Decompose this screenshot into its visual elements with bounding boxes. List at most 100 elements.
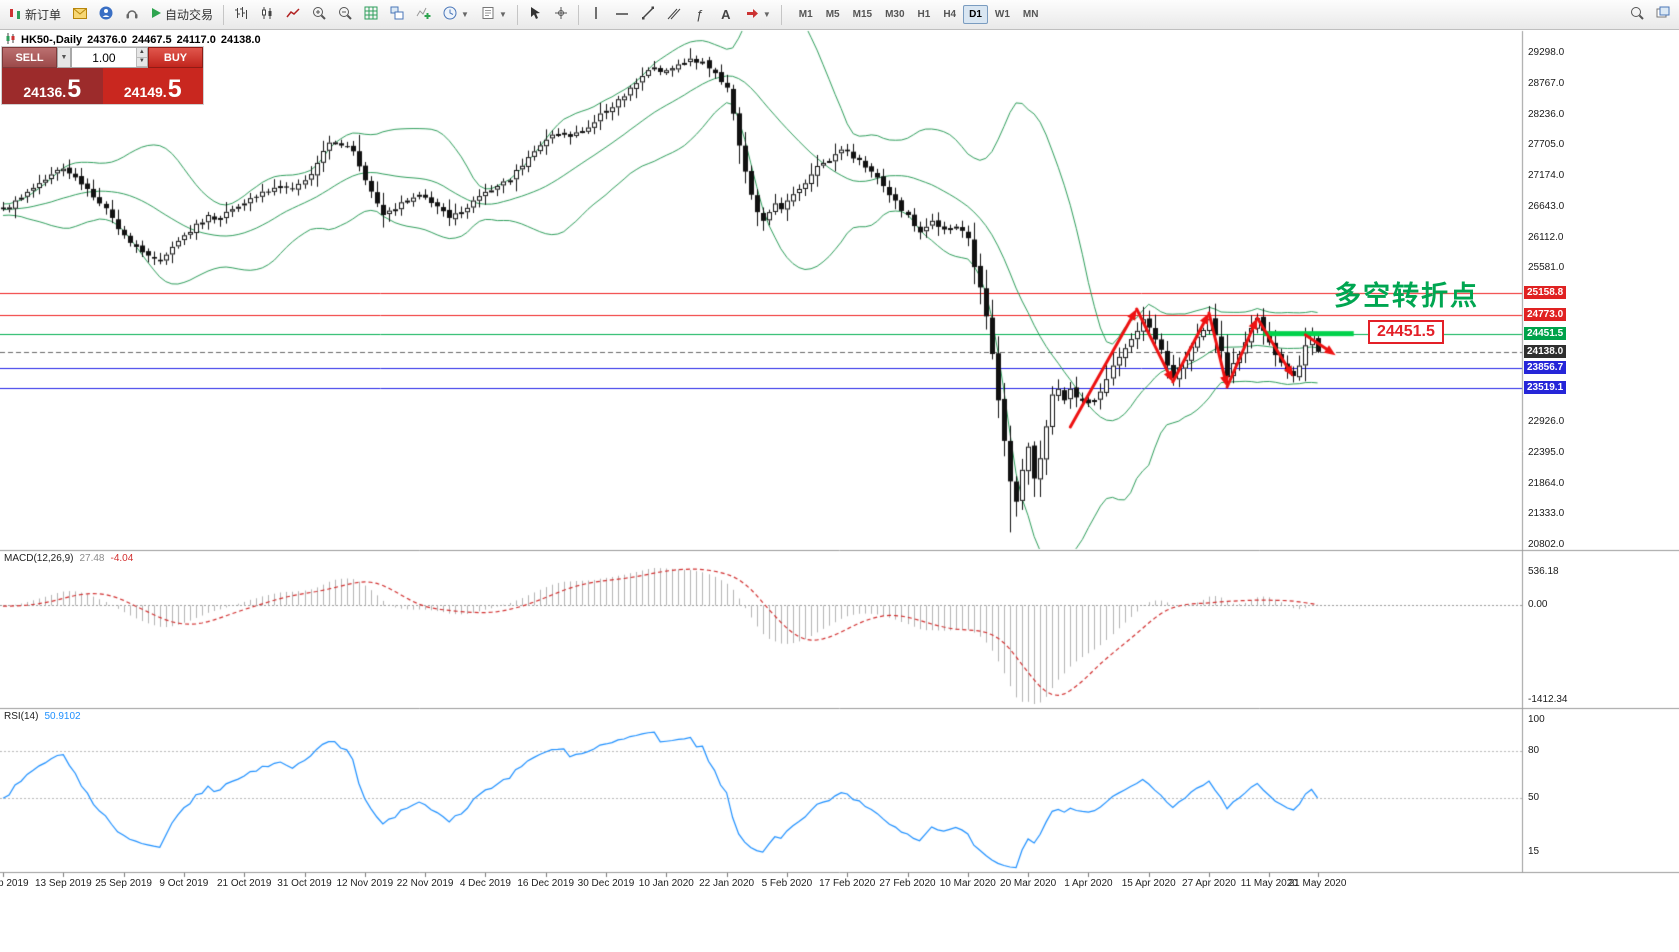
arrow-shape-icon (745, 6, 759, 23)
candlestick-icon (9, 7, 22, 23)
volume-up-button[interactable]: ▲ (136, 48, 147, 58)
rsi-value: 50.9102 (44, 711, 81, 722)
tile-windows-icon (390, 6, 404, 23)
ohlc-close: 24138.0 (220, 34, 261, 46)
headset-icon (125, 7, 139, 23)
volume-field: ▲ ▼ (71, 47, 148, 68)
search-icon (1630, 6, 1644, 23)
auto-trading-button[interactable]: 自动交易 (146, 3, 218, 27)
cursor-button[interactable] (523, 3, 547, 27)
symbol-period-label: HK50-,Daily (21, 34, 83, 46)
toolbar-separator (516, 4, 518, 25)
candle-chart-icon (260, 6, 274, 23)
zoom-out-button[interactable] (333, 3, 357, 27)
trendline-button[interactable] (636, 3, 660, 27)
clock-icon (443, 6, 457, 23)
indicators-icon (416, 6, 431, 23)
crosshair-icon (554, 6, 568, 23)
trendline-icon (641, 6, 655, 23)
zoom-in-icon (312, 6, 326, 23)
fibonacci-button[interactable]: ƒ (688, 3, 712, 27)
timeframe-button-W1[interactable]: W1 (989, 5, 1016, 24)
timeframe-button-H4[interactable]: H4 (937, 5, 962, 24)
volume-down-button[interactable]: ▼ (136, 57, 147, 67)
chevron-down-icon: ▼ (461, 10, 469, 19)
chevron-up-icon: ▲ (138, 48, 145, 55)
macd-label: MACD(12,26,9) 27.48 -4.04 (4, 553, 133, 564)
chart-type-icon (5, 33, 16, 47)
periods-button[interactable]: ▼ (438, 3, 474, 27)
sell-price-main: 24136. (23, 84, 67, 100)
buy-price-main: 24149. (123, 84, 167, 100)
search-button[interactable] (1625, 3, 1649, 27)
sell-price[interactable]: 24136. 5 (2, 68, 103, 104)
macd-main-value: 27.48 (79, 553, 105, 564)
main-toolbar: 新订单 自动交易 ▼ ▼ ƒ A ▼ M1 M5 M15 M30 H1 H4 D1 W1 MN (0, 0, 1679, 30)
envelope-icon (73, 7, 88, 22)
template-icon (481, 6, 495, 23)
timeframe-strip: M1 M5 M15 M30 H1 H4 D1 W1 MN (793, 5, 1045, 24)
vertical-line-icon (591, 6, 601, 23)
volume-input[interactable] (72, 48, 136, 67)
play-icon (151, 7, 162, 22)
crosshair-button[interactable] (549, 3, 573, 27)
tile-windows-button[interactable] (385, 3, 409, 27)
sell-button[interactable]: SELL (2, 47, 57, 68)
text-tool-button[interactable]: A (714, 3, 738, 27)
arrows-tool-button[interactable]: ▼ (740, 3, 776, 27)
buy-button[interactable]: BUY (148, 47, 203, 68)
templates-button[interactable]: ▼ (476, 3, 512, 27)
fibonacci-icon: ƒ (696, 7, 704, 22)
bar-chart-icon (234, 6, 248, 23)
annotation-turning-point-text: 多空转折点 (1334, 281, 1479, 311)
new-order-label: 新订单 (25, 8, 62, 22)
chevron-down-icon: ▼ (60, 54, 68, 61)
timeframe-button-M5[interactable]: M5 (820, 5, 846, 24)
ohlc-high: 24467.5 (131, 34, 172, 46)
community-button[interactable] (94, 3, 118, 27)
cascade-windows-icon (1656, 6, 1670, 23)
timeframe-button-MN[interactable]: MN (1017, 5, 1045, 24)
cursor-icon (529, 6, 541, 23)
timeframe-button-M1[interactable]: M1 (793, 5, 819, 24)
grid-button[interactable] (359, 3, 383, 27)
ohlc-open: 24376.0 (87, 34, 127, 46)
horizontal-line-button[interactable] (610, 3, 634, 27)
trade-panel-prices: 24136. 5 24149. 5 (2, 68, 203, 104)
order-type-dropdown[interactable]: ▼ (57, 47, 71, 68)
macd-name: MACD(12,26,9) (4, 553, 74, 564)
annotation-price-callout: 24451.5 (1368, 320, 1444, 344)
new-order-button[interactable]: 新订单 (4, 3, 66, 27)
timeframe-button-M15[interactable]: M15 (847, 5, 878, 24)
channel-button[interactable] (662, 3, 686, 27)
rsi-label: RSI(14) 50.9102 (4, 711, 81, 722)
toolbar-separator (223, 4, 225, 25)
chevron-down-icon: ▼ (138, 58, 145, 65)
candle-chart-button[interactable] (255, 3, 279, 27)
grid-icon (364, 6, 378, 23)
mail-button[interactable] (68, 3, 92, 27)
vertical-line-button[interactable] (584, 3, 608, 27)
timeframe-button-H1[interactable]: H1 (912, 5, 937, 24)
zoom-in-button[interactable] (307, 3, 331, 27)
toolbar-separator (577, 4, 579, 25)
trade-panel-controls: SELL ▼ ▲ ▼ BUY (2, 47, 203, 68)
sell-price-big-digit: 5 (67, 75, 82, 103)
timeframe-button-D1[interactable]: D1 (963, 5, 988, 24)
line-chart-button[interactable] (281, 3, 305, 27)
bar-chart-button[interactable] (229, 3, 253, 27)
chevron-down-icon: ▼ (498, 10, 507, 19)
ohlc-low: 24117.0 (176, 34, 216, 46)
indicators-button[interactable] (411, 3, 436, 27)
one-click-trading-panel: SELL ▼ ▲ ▼ BUY 24136.5 24149.5 (2, 47, 203, 104)
buy-price[interactable]: 24149. 5 (102, 68, 203, 104)
chart-title: HK50-,Daily 24376.0 24467.5 24117.0 2413… (5, 33, 261, 47)
support-button[interactable] (120, 3, 144, 27)
timeframe-button-M30[interactable]: M30 (879, 5, 910, 24)
toolbar-right-group (1625, 3, 1675, 27)
channel-icon (667, 6, 681, 23)
cascade-windows-button[interactable] (1651, 3, 1675, 27)
auto-trading-label: 自动交易 (165, 8, 214, 22)
text-tool-icon: A (721, 7, 731, 22)
